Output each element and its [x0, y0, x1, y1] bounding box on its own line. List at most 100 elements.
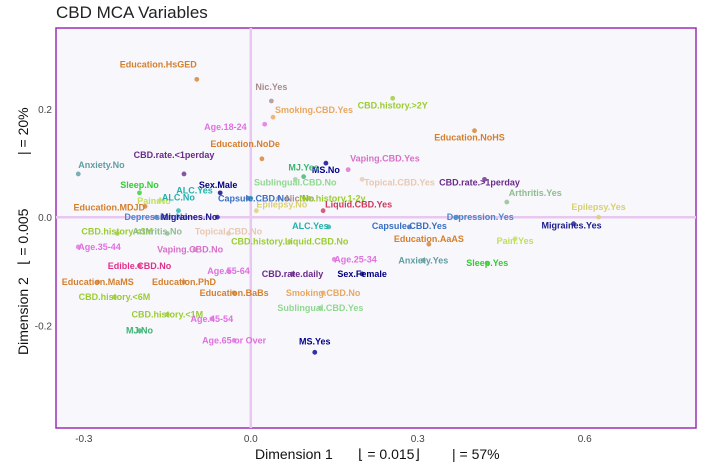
point-label: MS.No: [312, 165, 341, 175]
data-point: [268, 98, 274, 104]
data-point: [153, 214, 159, 220]
data-point: [114, 231, 120, 236]
point-label: CBD.history.>2Y: [358, 100, 428, 110]
point-label: Topical.CBD.Yes: [364, 177, 435, 187]
point-label: Nic.No: [286, 193, 315, 203]
point-label: Age.18-24: [204, 122, 247, 132]
point-label: Education.PhD: [152, 277, 217, 287]
point-label: ALC.No: [162, 193, 195, 203]
point-label: Liquid.CBD.Yes: [325, 200, 392, 210]
point-label: Migraines.Yes: [542, 221, 602, 231]
data-point: [484, 260, 490, 266]
data-point: [95, 279, 101, 285]
x-tick-label: 0.6: [578, 434, 592, 445]
data-point: [245, 195, 251, 201]
x-axis-ticks: -0.3 0.0 0.3 0.6: [75, 434, 592, 445]
point-label: CBD.rate.<1perday: [134, 150, 215, 160]
data-point: [406, 224, 412, 230]
point-label: Pain.No: [137, 196, 171, 206]
data-point: [75, 244, 81, 250]
y-axis-percent: | = 20%: [15, 107, 31, 155]
point-label: Sleep.Yes: [466, 258, 508, 268]
point-label: Smoking.CBD.Yes: [275, 105, 353, 115]
y-tick-label: 0.0: [38, 213, 52, 224]
data-point: [270, 114, 276, 120]
point-label: Age.65 or Over: [202, 335, 267, 345]
data-point: [312, 349, 318, 355]
point-label: Anxiety.No: [78, 160, 125, 170]
point-label: MS.Yes: [299, 336, 331, 346]
data-point: [320, 208, 326, 214]
data-point: [226, 268, 231, 274]
point-label: MJ.No: [126, 326, 154, 336]
data-point: [512, 236, 518, 242]
y-tick-label: -0.2: [35, 321, 53, 332]
data-point: [259, 156, 265, 162]
data-point: [214, 214, 220, 220]
point-label: Nic.history.1-2y: [299, 193, 365, 203]
point-label: Topical.CBD.No: [195, 226, 263, 236]
point-label: Education.AaAS: [394, 234, 464, 244]
data-point: [217, 190, 223, 196]
point-label: Nic.Yes: [255, 82, 287, 92]
data-point: [301, 174, 307, 180]
point-label: Sleep.No: [120, 180, 159, 190]
data-point: [231, 338, 237, 343]
data-point: [472, 128, 477, 134]
y-axis-label: Dimension 2: [15, 277, 31, 355]
data-point: [320, 290, 326, 296]
data-point: [164, 231, 170, 236]
point-label: Arthritis.No: [133, 226, 183, 236]
point-label: Sex.Male: [199, 180, 238, 190]
point-label: Migraines.No: [161, 212, 218, 222]
point-label: Sex.Female: [337, 269, 387, 279]
data-point: [504, 199, 510, 205]
point-label: Age.55-64: [207, 266, 250, 276]
data-point: [426, 241, 432, 247]
x-axis-percent: | = 57%: [452, 446, 500, 462]
data-point: [137, 263, 142, 269]
point-label: Education.BaBs: [200, 288, 269, 298]
data-point: [156, 198, 162, 204]
point-label: Depression.Yes: [447, 212, 514, 222]
points-layer: [75, 76, 602, 355]
data-point: [142, 203, 148, 209]
point-label: Sublingual.CBD.Yes: [277, 303, 363, 313]
data-point: [194, 76, 200, 82]
data-point: [290, 271, 295, 277]
y-tick-label: 0.2: [38, 105, 52, 116]
data-point: [306, 195, 312, 201]
x-axis-eigenvalue: ⌊ = 0.015⌋: [358, 446, 420, 462]
data-point: [317, 305, 323, 311]
data-point: [571, 221, 576, 227]
data-point: [331, 256, 337, 262]
point-label: Age.45-54: [191, 314, 234, 324]
data-point: [176, 208, 181, 214]
point-label: Arthritis.Yes: [509, 188, 562, 198]
point-label: Capsule.CBD.Yes: [372, 221, 447, 231]
x-axis-label: Dimension 1: [255, 446, 333, 462]
x-tick-label: 0.3: [411, 434, 425, 445]
point-label: Education.MaMS: [62, 277, 134, 287]
point-label: CBD.history.<3M: [81, 226, 153, 236]
point-label: CBD.history.<6M: [79, 292, 151, 302]
x-tick-label: 0.0: [244, 434, 258, 445]
point-label: Age.35-44: [78, 242, 121, 252]
data-point: [192, 247, 198, 253]
point-label: CBD.history.<1M: [131, 309, 203, 319]
point-label: Anxiety.Yes: [398, 255, 448, 265]
labels-layer: Education.HsGED Nic.Yes CBD.history.>2Y Smo…: [62, 59, 626, 346]
data-point: [262, 121, 268, 127]
data-point: [137, 328, 142, 334]
point-label: CBD.history.Liquid.CBD.No: [231, 237, 349, 247]
point-label: Age.25-34: [334, 254, 377, 264]
point-label: CBD.rate.daily: [262, 269, 324, 279]
data-point: [231, 290, 237, 296]
data-point: [181, 279, 187, 285]
data-point: [181, 171, 187, 177]
data-point: [164, 312, 170, 317]
plot-panel: [55, 27, 697, 429]
point-label: Depression.No: [124, 212, 188, 222]
data-point: [209, 316, 215, 322]
